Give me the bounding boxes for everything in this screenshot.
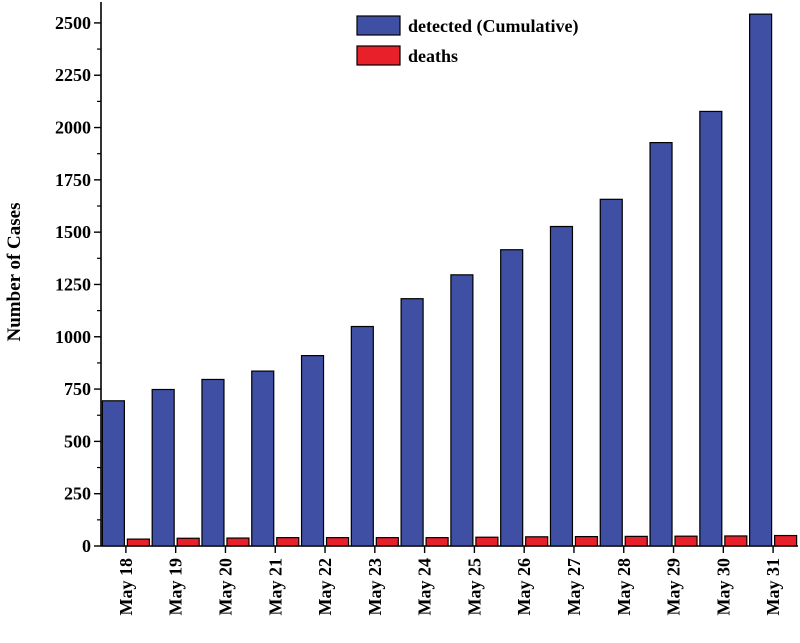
bar-deaths: [475, 536, 499, 547]
bar-deaths: [624, 535, 648, 547]
y-tick-label: 1000: [55, 327, 91, 347]
y-tick-label: 500: [64, 431, 91, 451]
legend-label-detected: detected (Cumulative): [408, 16, 578, 37]
bar-detected: [151, 388, 175, 547]
y-axis-title: Number of Cases: [4, 203, 25, 342]
x-tick-label: May 26: [514, 558, 534, 616]
bar-detected: [549, 225, 574, 547]
bar-deaths: [126, 538, 150, 547]
legend-swatch-detected: [356, 15, 401, 36]
legend: detected (Cumulative) deaths: [356, 15, 578, 66]
x-tick-label: May 24: [415, 558, 435, 616]
bar-detected: [500, 249, 524, 547]
tick-labels: 0 250 500 750 1000 1250 1500 1750 2000 2250 2500 Ma…: [55, 13, 783, 616]
bar-detected: [300, 355, 325, 547]
x-tick-label: May 28: [614, 558, 634, 616]
bar-deaths: [425, 537, 449, 547]
y-tick-label: 2500: [55, 13, 91, 33]
bar-detected: [749, 13, 773, 547]
x-tick-label: May 22: [315, 558, 335, 616]
y-tick-label: 250: [64, 484, 91, 504]
axes: [94, 2, 798, 553]
y-tick-label: 1250: [55, 274, 91, 294]
y-tick-label: 1500: [55, 222, 91, 242]
bar-deaths: [375, 537, 399, 547]
bar-deaths: [176, 537, 200, 547]
x-tick-label: May 23: [365, 558, 385, 616]
bars: [101, 13, 798, 547]
x-tick-label: May 29: [664, 558, 684, 616]
bar-detected: [251, 370, 275, 547]
x-tick-label: May 19: [166, 558, 186, 616]
bar-deaths: [724, 535, 748, 547]
y-tick-label: 2250: [55, 65, 91, 85]
bar-detected: [101, 400, 125, 547]
x-tick-label: May 21: [265, 558, 285, 616]
x-tick-label: May 18: [116, 558, 136, 616]
x-tick-label: May 27: [564, 558, 584, 616]
x-tick-label: May 20: [215, 558, 235, 616]
legend-label-deaths: deaths: [408, 46, 458, 66]
bar-detected: [599, 198, 623, 547]
legend-swatch-deaths: [356, 45, 401, 66]
bar-deaths: [325, 537, 350, 547]
bar-deaths: [774, 534, 798, 547]
y-tick-label: 0: [82, 536, 91, 556]
bar-detected: [350, 325, 374, 547]
x-tick-label: May 31: [763, 558, 783, 616]
bar-deaths: [226, 537, 250, 547]
y-tick-label: 750: [64, 379, 91, 399]
x-tick-label: May 25: [464, 558, 484, 616]
bar-detected: [649, 142, 673, 547]
bar-detected: [201, 378, 225, 547]
bar-deaths: [525, 536, 549, 547]
bar-deaths: [674, 535, 698, 547]
y-tick-label: 2000: [55, 118, 91, 138]
bar-detected: [450, 274, 474, 547]
y-tick-label: 1750: [55, 170, 91, 190]
x-tick-label: May 30: [713, 558, 733, 616]
bar-detected: [699, 110, 723, 547]
bar-detected: [400, 298, 424, 547]
bar-deaths: [574, 535, 599, 547]
bar-deaths: [276, 537, 300, 547]
